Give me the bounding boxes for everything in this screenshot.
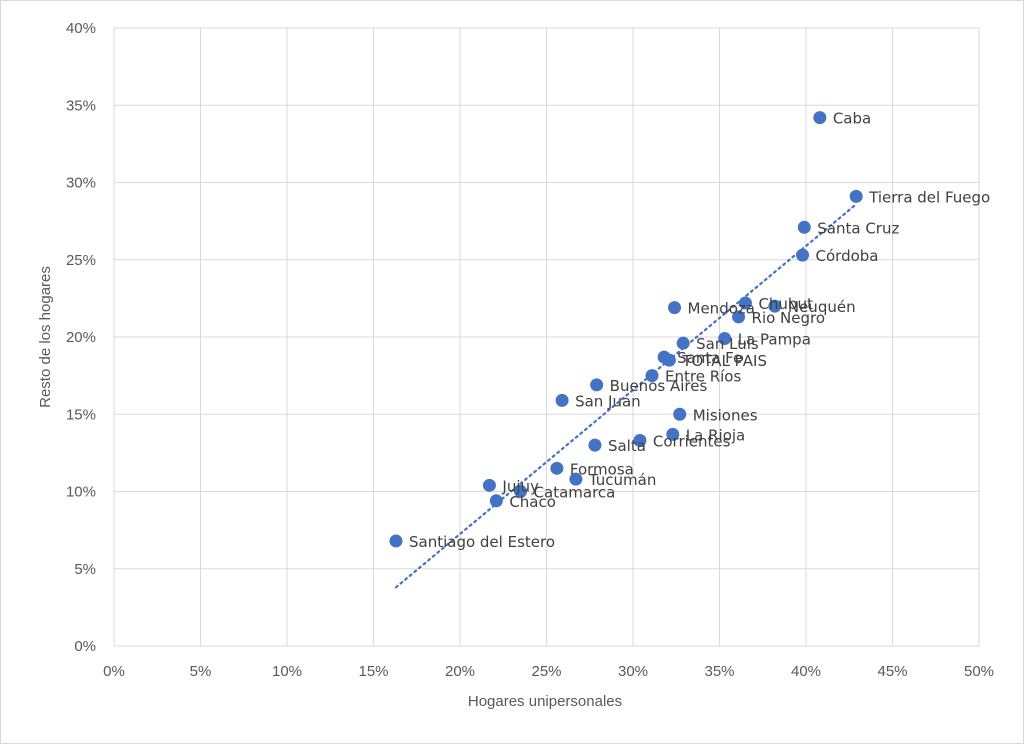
data-label: Caba: [833, 110, 871, 128]
data-point: [489, 494, 503, 508]
data-label: La Pampa: [738, 331, 811, 349]
x-tick-label: 45%: [877, 663, 907, 680]
x-tick-label: 30%: [618, 663, 648, 680]
y-axis-title: Resto de los hogares: [37, 266, 54, 408]
trendline: [394, 204, 856, 589]
data-point: [673, 407, 687, 421]
data-point: [633, 434, 647, 448]
data-label: Santa Fe: [677, 349, 742, 367]
data-point: [849, 189, 863, 203]
data-point: [588, 438, 602, 452]
data-point: [514, 485, 528, 498]
data-label: San Juan: [575, 392, 641, 410]
x-tick-label: 25%: [531, 663, 561, 680]
data-label: Tierra del Fuego: [868, 188, 990, 206]
data-label: Buenos Aires: [610, 377, 708, 395]
data-label: Catamarca: [534, 484, 616, 502]
y-tick-label: 25%: [66, 252, 96, 269]
data-point: [482, 478, 496, 492]
y-tick-label: 30%: [66, 175, 96, 192]
data-point: [676, 336, 690, 350]
x-tick-label: 0%: [103, 663, 125, 680]
data-label: Tucumán: [588, 471, 656, 489]
x-tick-label: 20%: [445, 663, 475, 680]
y-tick-label: 15%: [66, 406, 96, 423]
y-tick-label: 20%: [66, 329, 96, 346]
data-label: Jujuy: [501, 477, 539, 495]
data-point: [813, 111, 827, 125]
x-tick-label: 50%: [964, 663, 994, 680]
data-label: Misiones: [693, 406, 758, 424]
data-point: [668, 301, 682, 315]
data-label: San Luis: [696, 335, 759, 353]
data-labels: Caba Tierra del Fuego Santa Cruz Córdoba Chu…: [409, 110, 990, 551]
x-tick-label: 40%: [791, 663, 821, 680]
data-point: [718, 332, 732, 346]
data-label: Santiago del Estero: [409, 533, 555, 551]
data-point: [796, 248, 810, 262]
data-point: [389, 534, 403, 548]
x-tick-label: 15%: [358, 663, 388, 680]
data-point: [662, 353, 676, 367]
data-label: Chubut: [758, 295, 813, 313]
data-label: Corrientes: [653, 433, 731, 451]
data-point: [555, 393, 569, 407]
y-tick-label: 10%: [66, 484, 96, 501]
data-point: [797, 220, 811, 234]
x-tick-label: 35%: [704, 663, 734, 680]
data-label: Chaco: [509, 493, 556, 511]
data-label: Salta: [608, 437, 646, 455]
x-tick-label: 5%: [190, 663, 212, 680]
gridlines: [113, 27, 980, 647]
data-label: Formosa: [570, 460, 634, 478]
y-tick-label: 5%: [74, 561, 96, 578]
data-label: Neuquén: [788, 298, 856, 316]
data-point: [590, 378, 604, 392]
x-tick-label: 10%: [272, 663, 302, 680]
data-label: La Rioja: [686, 426, 745, 444]
x-axis-title: Hogares unipersonales: [468, 693, 622, 710]
data-point: [666, 427, 680, 441]
y-axis-ticks: 0% 5% 10% 15% 20% 25% 30% 35% 40%: [66, 20, 96, 655]
data-label: Mendoza: [688, 300, 755, 318]
y-tick-label: 0%: [74, 638, 96, 655]
data-label: Rio Negro: [752, 309, 826, 327]
data-point: [768, 299, 782, 313]
data-label: Santa Cruz: [817, 219, 899, 237]
y-tick-label: 40%: [66, 20, 96, 37]
y-tick-label: 35%: [66, 97, 96, 114]
data-point: [645, 369, 659, 383]
data-label: Entre Ríos: [665, 368, 741, 386]
data-point: [569, 472, 583, 486]
data-label: TOTAL PAIS: [681, 352, 767, 370]
data-points: [389, 111, 863, 548]
x-axis-ticks: 0% 5% 10% 15% 20% 25% 30% 35% 40% 45% 50%: [103, 663, 994, 680]
trendline-layer: [394, 204, 856, 589]
data-point: [732, 310, 746, 324]
data-label: Córdoba: [816, 247, 879, 265]
data-point: [550, 461, 564, 475]
data-point: [738, 296, 752, 310]
